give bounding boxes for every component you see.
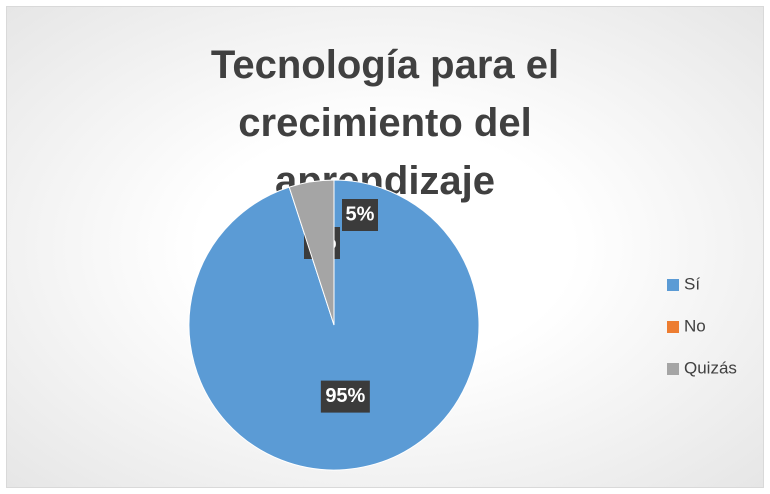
legend-swatch [667, 321, 679, 333]
legend-swatch [667, 363, 679, 375]
data-label: 95% [325, 385, 365, 407]
legend-label: Sí [684, 274, 700, 293]
data-label-box [320, 380, 370, 413]
data-label: 5% [346, 203, 375, 225]
legend-label: No [684, 316, 706, 335]
legend-label: Quizás [684, 358, 737, 377]
pie-slice [288, 179, 335, 326]
data-label-box [342, 199, 378, 231]
legend-swatch [667, 279, 679, 291]
